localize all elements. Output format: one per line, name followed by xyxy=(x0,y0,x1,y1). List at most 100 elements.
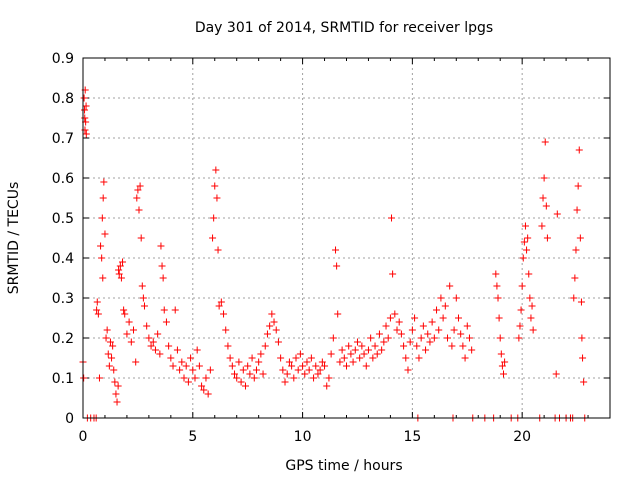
data-point xyxy=(553,210,561,218)
data-point xyxy=(448,342,456,350)
data-point xyxy=(133,194,141,202)
data-point xyxy=(321,362,329,370)
data-point xyxy=(111,378,119,386)
data-point xyxy=(378,346,386,354)
data-point xyxy=(158,262,166,270)
data-point xyxy=(136,182,144,190)
data-point xyxy=(268,310,276,318)
data-point xyxy=(135,206,143,214)
data-point xyxy=(323,382,331,390)
data-point xyxy=(101,230,109,238)
data-point xyxy=(103,326,111,334)
data-point xyxy=(325,374,333,382)
data-point xyxy=(426,338,434,346)
data-point xyxy=(539,194,547,202)
data-point xyxy=(98,214,106,222)
data-point xyxy=(524,234,532,242)
data-point xyxy=(389,270,397,278)
data-point xyxy=(211,182,219,190)
data-point xyxy=(81,106,89,114)
data-point xyxy=(441,302,449,310)
data-point xyxy=(143,322,151,330)
data-point xyxy=(573,206,581,214)
data-point xyxy=(516,322,524,330)
data-point xyxy=(576,234,584,242)
data-point xyxy=(542,202,550,210)
data-point xyxy=(375,330,383,338)
data-point xyxy=(422,346,430,354)
data-point xyxy=(312,362,320,370)
data-point xyxy=(98,254,106,262)
data-point xyxy=(259,370,267,378)
data-point xyxy=(283,370,291,378)
data-point xyxy=(577,298,585,306)
x-tick-label: 15 xyxy=(403,429,421,445)
data-point xyxy=(525,270,533,278)
data-point xyxy=(178,358,186,366)
data-point xyxy=(437,294,445,302)
data-point xyxy=(210,214,218,222)
data-point xyxy=(329,334,337,342)
data-point xyxy=(162,318,170,326)
data-point xyxy=(270,318,278,326)
data-point xyxy=(114,382,122,390)
data-point xyxy=(246,370,254,378)
data-point xyxy=(292,354,300,362)
data-point xyxy=(154,330,162,338)
data-point xyxy=(303,358,311,366)
data-point xyxy=(450,326,458,334)
data-point xyxy=(468,346,476,354)
data-point xyxy=(290,374,298,382)
data-point xyxy=(493,282,501,290)
data-point xyxy=(307,354,315,362)
data-point xyxy=(397,330,405,338)
data-point xyxy=(424,330,432,338)
x-tick-label: 0 xyxy=(79,429,88,445)
data-point xyxy=(415,354,423,362)
data-point xyxy=(248,354,256,362)
data-point xyxy=(406,338,414,346)
data-point xyxy=(369,354,377,362)
data-point xyxy=(167,354,175,362)
data-point xyxy=(318,358,326,366)
data-point xyxy=(200,386,208,394)
data-point xyxy=(351,346,359,354)
data-point xyxy=(255,358,263,366)
data-point xyxy=(102,334,110,342)
data-point xyxy=(362,362,370,370)
data-point xyxy=(184,378,192,386)
data-point xyxy=(495,314,503,322)
data-point xyxy=(520,238,528,246)
data-point xyxy=(213,194,221,202)
data-points xyxy=(79,86,589,422)
data-point xyxy=(527,314,535,322)
data-point xyxy=(439,314,447,322)
data-point xyxy=(272,326,280,334)
data-point xyxy=(579,354,587,362)
data-point xyxy=(193,346,201,354)
data-point xyxy=(327,350,335,358)
data-point xyxy=(204,390,212,398)
data-point xyxy=(345,342,353,350)
data-point xyxy=(521,222,529,230)
data-point xyxy=(212,166,220,174)
data-point xyxy=(97,242,105,250)
data-point xyxy=(402,354,410,362)
data-point xyxy=(277,354,285,362)
data-point xyxy=(528,302,536,310)
data-point xyxy=(147,342,155,350)
data-point xyxy=(457,330,465,338)
data-point xyxy=(132,358,140,366)
data-point xyxy=(340,354,348,362)
data-point xyxy=(294,366,302,374)
data-point xyxy=(123,330,131,338)
data-point xyxy=(274,338,282,346)
axis-ticks: 0 0.1 0.2 0.3 0.4 0.5 0.6 0.7 0.8 0.9 0 5 10 15 20 xyxy=(52,51,610,445)
data-point xyxy=(288,362,296,370)
data-point xyxy=(93,306,101,314)
data-point xyxy=(176,366,184,374)
data-point xyxy=(356,354,364,362)
y-tick-label: 0.5 xyxy=(52,211,74,227)
data-point xyxy=(433,306,441,314)
